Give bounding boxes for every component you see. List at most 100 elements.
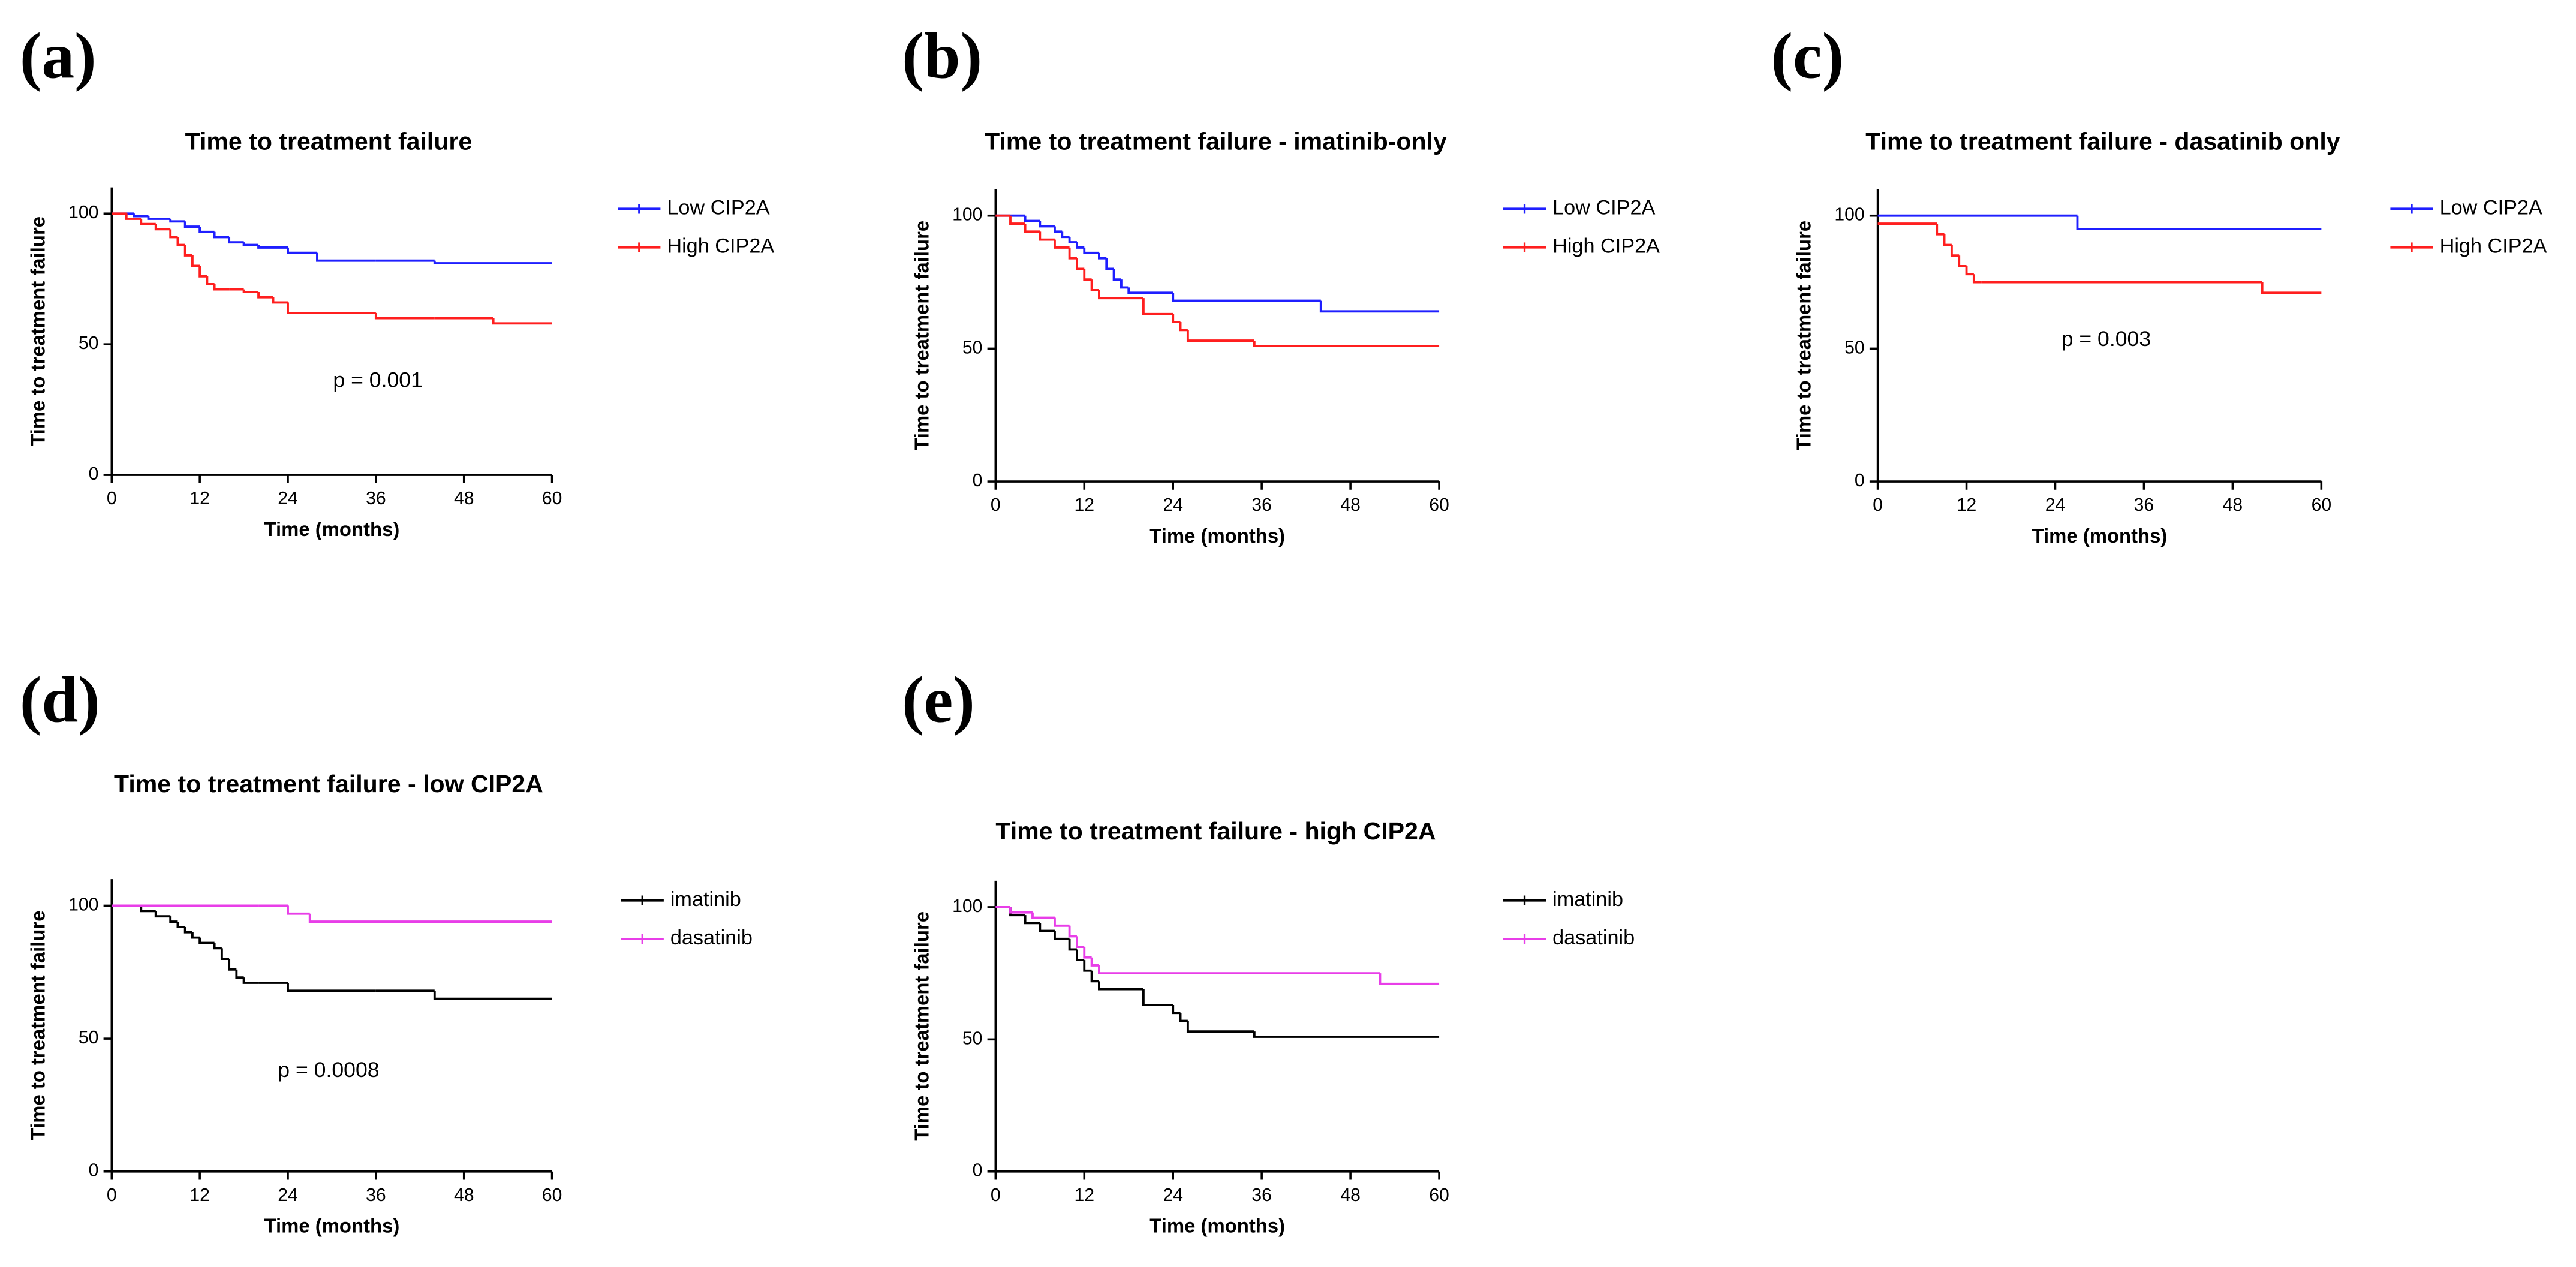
survival-step bbox=[1098, 965, 1380, 975]
survival-step bbox=[198, 227, 215, 233]
survival-step bbox=[1186, 1021, 1254, 1033]
x-axis-label: Time (months) bbox=[1149, 525, 1285, 547]
y-tick-label: 100 bbox=[952, 896, 982, 916]
x-tick-label: 24 bbox=[1163, 495, 1183, 515]
survival-step bbox=[1127, 287, 1143, 294]
y-axis-label: Time to treatment failure bbox=[26, 911, 49, 1140]
survival-step bbox=[1083, 247, 1099, 254]
y-tick-label: 0 bbox=[89, 1161, 99, 1181]
p-value: p = 0.001 bbox=[333, 368, 423, 392]
x-tick-label: 12 bbox=[189, 489, 210, 508]
survival-step bbox=[1031, 912, 1055, 919]
x-tick-label: 0 bbox=[991, 1185, 1001, 1205]
x-tick-label: 48 bbox=[1340, 495, 1361, 515]
survival-step bbox=[374, 312, 435, 320]
legend-label: Low CIP2A bbox=[2440, 196, 2542, 219]
x-tick-label: 12 bbox=[1957, 495, 1977, 515]
survival-step bbox=[183, 221, 200, 228]
y-tick-label: 100 bbox=[68, 203, 98, 222]
chart-title: Time to treatment failure - imatinib-onl… bbox=[985, 128, 1447, 155]
survival-step bbox=[1098, 981, 1114, 991]
survival-step bbox=[1142, 989, 1173, 1006]
legend-label: Low CIP2A bbox=[667, 196, 769, 219]
x-tick-label: 24 bbox=[278, 1185, 298, 1205]
survival-step bbox=[1009, 907, 1025, 917]
x-tick-label: 48 bbox=[1340, 1185, 1361, 1205]
x-tick-label: 24 bbox=[1163, 1185, 1183, 1205]
survival-step bbox=[1098, 252, 1107, 260]
survival-step bbox=[235, 969, 244, 979]
y-axis-label: Time to treatment failure bbox=[26, 216, 49, 446]
survival-step bbox=[1253, 341, 1440, 347]
panel-label: (c) bbox=[1771, 19, 1844, 92]
survival-step bbox=[125, 213, 142, 220]
chart-title: Time to treatment failure - high CIP2A bbox=[995, 817, 1436, 845]
survival-step bbox=[1090, 279, 1099, 291]
x-tick-label: 36 bbox=[366, 1185, 386, 1205]
survival-step bbox=[1090, 970, 1099, 983]
chart-title: Time to treatment failure - low CIP2A bbox=[114, 770, 543, 797]
x-tick-label: 36 bbox=[1251, 1185, 1272, 1205]
y-tick-label: 0 bbox=[89, 464, 99, 484]
y-tick-label: 0 bbox=[973, 471, 983, 490]
survival-step bbox=[1936, 224, 1945, 236]
survival-step bbox=[2261, 282, 2322, 294]
survival-step bbox=[1009, 907, 1033, 914]
survival-step bbox=[287, 983, 376, 992]
legend-label: High CIP2A bbox=[667, 235, 774, 258]
y-tick-label: 50 bbox=[79, 1028, 99, 1048]
y-tick-label: 100 bbox=[952, 205, 982, 225]
survival-step bbox=[1076, 242, 1085, 249]
survival-step bbox=[1098, 290, 1114, 300]
x-tick-label: 60 bbox=[542, 1185, 562, 1205]
y-axis-label: Time to treatment failure bbox=[910, 221, 932, 450]
survival-step bbox=[191, 255, 200, 267]
panel: (a) Time to treatment failure 0 50 100 0 12 24 3… bbox=[20, 19, 775, 540]
x-tick-label: 0 bbox=[991, 495, 1001, 515]
survival-step bbox=[213, 943, 222, 950]
survival-step bbox=[1054, 931, 1070, 940]
p-value: p = 0.0008 bbox=[278, 1058, 379, 1082]
survival-step bbox=[1379, 973, 1440, 985]
survival-step bbox=[169, 229, 178, 239]
survival-step bbox=[308, 913, 552, 923]
y-axis-label: Time to treatment failure bbox=[910, 911, 932, 1141]
legend-label: High CIP2A bbox=[1552, 235, 1660, 258]
survival-step bbox=[1142, 298, 1173, 315]
x-tick-label: 0 bbox=[107, 489, 117, 508]
x-tick-label: 0 bbox=[1873, 495, 1883, 515]
x-tick-label: 12 bbox=[1075, 1185, 1095, 1205]
survival-step bbox=[1120, 279, 1129, 289]
y-tick-label: 0 bbox=[1855, 471, 1865, 490]
survival-step bbox=[140, 218, 156, 225]
x-axis-label: Time (months) bbox=[2032, 525, 2168, 547]
x-tick-label: 36 bbox=[2134, 495, 2154, 515]
survival-step bbox=[287, 247, 317, 254]
x-tick-label: 60 bbox=[2312, 495, 2332, 515]
panel-label: (d) bbox=[20, 663, 100, 736]
survival-step bbox=[154, 911, 171, 918]
survival-step bbox=[1068, 247, 1077, 260]
survival-step bbox=[1972, 274, 1982, 284]
y-tick-label: 50 bbox=[962, 1028, 983, 1048]
survival-step bbox=[257, 245, 288, 249]
survival-step bbox=[1039, 923, 1055, 932]
y-tick-label: 50 bbox=[962, 338, 983, 357]
x-tick-label: 24 bbox=[2045, 495, 2066, 515]
survival-step bbox=[1054, 917, 1070, 927]
panel-label: (e) bbox=[902, 663, 975, 736]
survival-step bbox=[1112, 269, 1121, 281]
panel-label: (b) bbox=[902, 19, 982, 92]
x-axis-label: Time (months) bbox=[1149, 1215, 1285, 1237]
survival-step bbox=[433, 260, 552, 264]
survival-step bbox=[169, 218, 185, 223]
p-value: p = 0.003 bbox=[2062, 327, 2151, 351]
survival-step bbox=[198, 937, 215, 944]
survival-step bbox=[1943, 234, 1952, 246]
legend-label: dasatinib bbox=[1552, 926, 1635, 949]
survival-step bbox=[1179, 1013, 1188, 1022]
survival-step bbox=[1076, 949, 1085, 962]
survival-step bbox=[287, 905, 310, 915]
